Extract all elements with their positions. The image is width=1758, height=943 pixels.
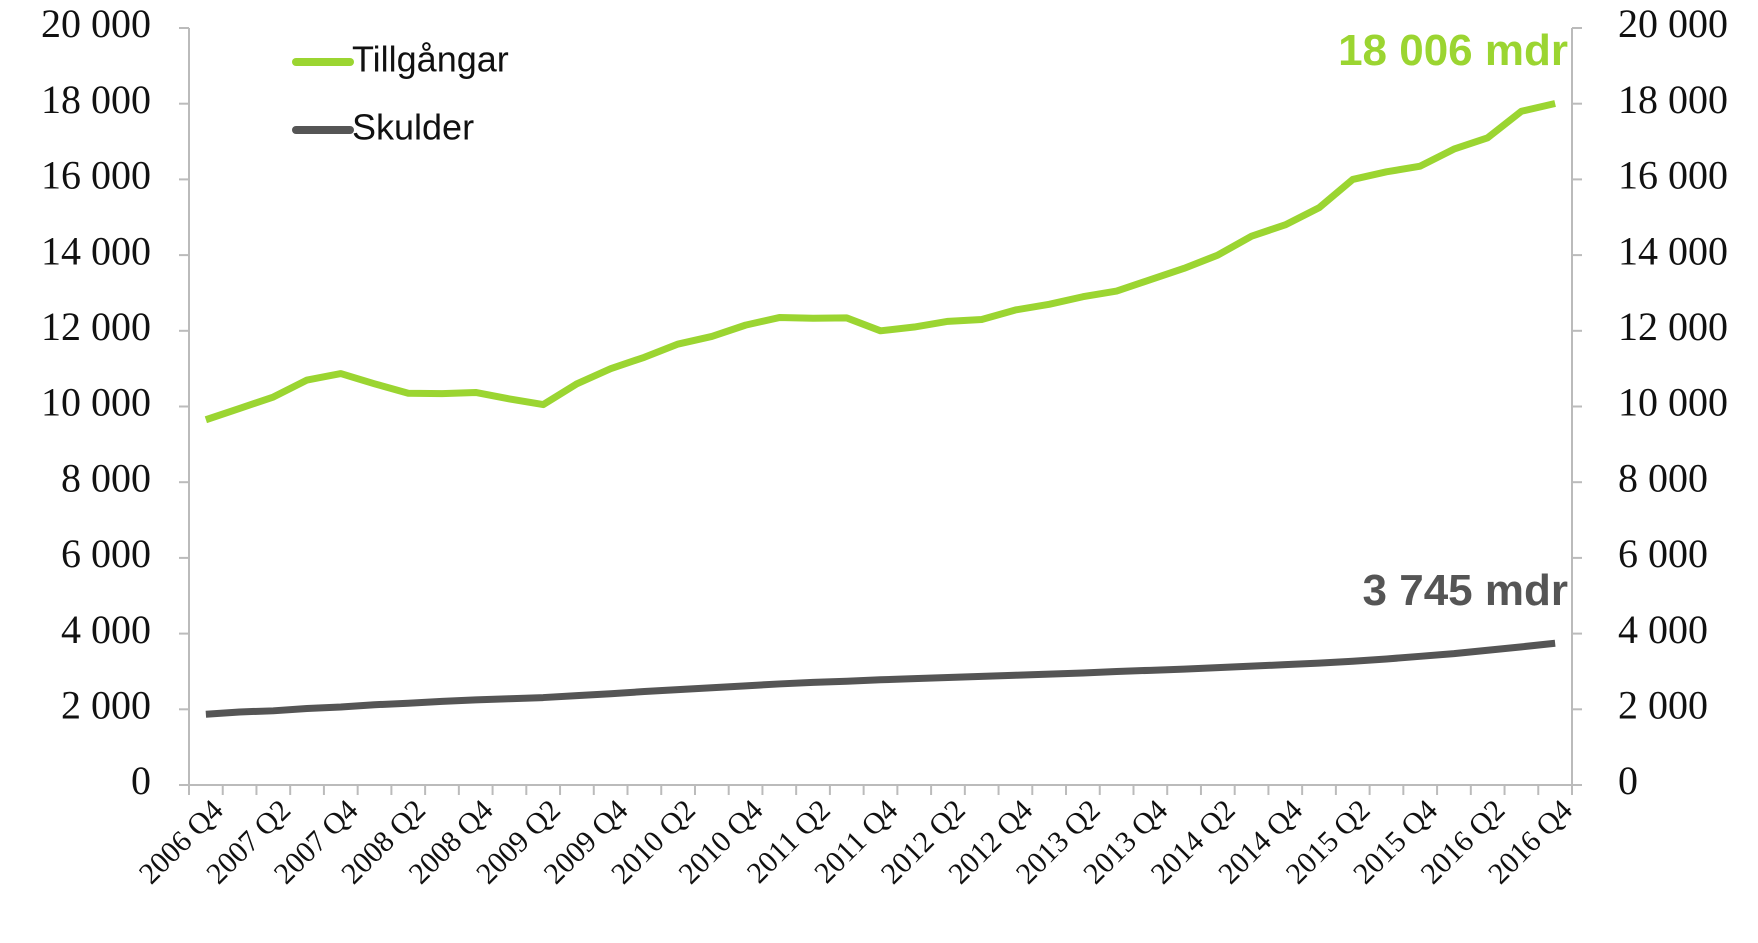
y2-tick-label: 16 000 bbox=[1618, 153, 1728, 198]
legend-label: Skulder bbox=[352, 107, 474, 148]
y-tick-label: 0 bbox=[131, 758, 151, 803]
y-tick-label: 16 000 bbox=[41, 153, 151, 198]
y2-tick-label: 20 000 bbox=[1618, 1, 1728, 46]
y-tick-label: 14 000 bbox=[41, 228, 151, 273]
y-tick-label: 4 000 bbox=[61, 607, 151, 652]
y2-tick-label: 10 000 bbox=[1618, 380, 1728, 425]
y2-tick-label: 0 bbox=[1618, 758, 1638, 803]
y-tick-label: 2 000 bbox=[61, 682, 151, 727]
y2-tick-label: 8 000 bbox=[1618, 455, 1708, 500]
y-tick-label: 12 000 bbox=[41, 304, 151, 349]
y-tick-label: 20 000 bbox=[41, 1, 151, 46]
legend-label: Tillgångar bbox=[352, 39, 509, 80]
y2-tick-label: 2 000 bbox=[1618, 682, 1708, 727]
y2-tick-label: 6 000 bbox=[1618, 531, 1708, 576]
annotation: 3 745 mdr bbox=[1363, 566, 1568, 615]
y-tick-label: 18 000 bbox=[41, 77, 151, 122]
y2-tick-label: 12 000 bbox=[1618, 304, 1728, 349]
y-tick-label: 10 000 bbox=[41, 380, 151, 425]
y2-tick-label: 4 000 bbox=[1618, 607, 1708, 652]
y2-tick-label: 18 000 bbox=[1618, 77, 1728, 122]
line-series bbox=[205, 639, 1556, 718]
y-tick-label: 8 000 bbox=[61, 455, 151, 500]
line-series bbox=[204, 100, 1556, 424]
y2-tick-label: 14 000 bbox=[1618, 228, 1728, 273]
annotation: 18 006 mdr bbox=[1338, 26, 1568, 75]
y-tick-label: 6 000 bbox=[61, 531, 151, 576]
